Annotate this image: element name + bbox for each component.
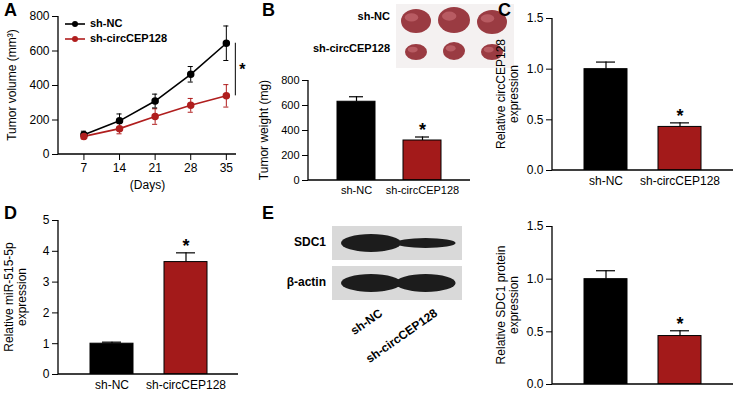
svg-text:*: * bbox=[676, 106, 683, 126]
html-text:sh-circCEP128: sh-circCEP128 bbox=[313, 42, 390, 54]
svg-text:14: 14 bbox=[113, 161, 127, 175]
svg-text:21: 21 bbox=[148, 161, 162, 175]
html-text:sh-NC: sh-NC bbox=[90, 17, 123, 29]
svg-text:3: 3 bbox=[43, 275, 50, 289]
svg-text:200: 200 bbox=[29, 113, 49, 127]
svg-text:*: * bbox=[419, 120, 426, 140]
svg-text:4: 4 bbox=[43, 244, 50, 258]
svg-text:0.0: 0.0 bbox=[527, 163, 544, 177]
svg-text:600: 600 bbox=[281, 99, 299, 111]
svg-text:sh-NC: sh-NC bbox=[341, 184, 372, 196]
svg-text:35: 35 bbox=[220, 161, 234, 175]
svg-text:800: 800 bbox=[29, 9, 49, 23]
html-text:C: C bbox=[498, 0, 511, 20]
html-text:sh-NC: sh-NC bbox=[357, 10, 390, 22]
svg-text:400: 400 bbox=[29, 78, 49, 92]
html-text:Relative SDC1 protein expressi: Relative SDC1 protein expression bbox=[494, 245, 521, 365]
svg-text:2: 2 bbox=[43, 306, 50, 320]
html-text:β-actin: β-actin bbox=[286, 275, 326, 289]
html-text:Tumor weight (mg): Tumor weight (mg) bbox=[256, 79, 271, 181]
html-text:B: B bbox=[262, 0, 275, 20]
html-text:Tumor volume (mm³): Tumor volume (mm³) bbox=[4, 29, 19, 141]
svg-text:0: 0 bbox=[43, 367, 50, 381]
html-text:sh-circCEP128: sh-circCEP128 bbox=[362, 306, 440, 366]
svg-text:(Days): (Days) bbox=[130, 178, 165, 192]
html-text:SDC1: SDC1 bbox=[294, 235, 326, 249]
html-text:E: E bbox=[262, 203, 274, 223]
svg-text:1.5: 1.5 bbox=[527, 11, 544, 25]
svg-text:1.0: 1.0 bbox=[527, 62, 544, 76]
html-text:D: D bbox=[4, 203, 17, 223]
svg-text:sh-circCEP128: sh-circCEP128 bbox=[640, 174, 720, 188]
svg-text:*: * bbox=[182, 236, 189, 256]
svg-text:1.0: 1.0 bbox=[527, 272, 544, 286]
html-text:sh-circCEP128: sh-circCEP128 bbox=[90, 32, 167, 44]
svg-text:0.5: 0.5 bbox=[527, 113, 544, 127]
svg-text:200: 200 bbox=[281, 149, 299, 161]
html-text:sh-NC: sh-NC bbox=[348, 306, 385, 338]
svg-text:1: 1 bbox=[43, 337, 50, 351]
svg-text:5: 5 bbox=[43, 213, 50, 227]
svg-text:0: 0 bbox=[293, 174, 299, 186]
html-text:Relative miR-515-5p expression: Relative miR-515-5p expression bbox=[2, 242, 29, 352]
svg-text:sh-circCEP128: sh-circCEP128 bbox=[146, 378, 226, 392]
svg-text:28: 28 bbox=[184, 161, 198, 175]
svg-text:*: * bbox=[239, 61, 246, 78]
svg-text:sh-circCEP128: sh-circCEP128 bbox=[386, 184, 459, 196]
svg-text:600: 600 bbox=[29, 44, 49, 58]
svg-text:800: 800 bbox=[281, 74, 299, 86]
svg-text:1.5: 1.5 bbox=[527, 219, 544, 233]
html-text:Relative circCEP128 expression: Relative circCEP128 expression bbox=[494, 39, 521, 149]
html-text:A: A bbox=[4, 0, 17, 20]
svg-text:0.0: 0.0 bbox=[527, 377, 544, 391]
svg-text:400: 400 bbox=[281, 124, 299, 136]
svg-text:sh-NC: sh-NC bbox=[95, 378, 129, 392]
svg-text:0: 0 bbox=[43, 147, 50, 161]
svg-text:0.5: 0.5 bbox=[527, 325, 544, 339]
svg-text:sh-NC: sh-NC bbox=[589, 174, 623, 188]
svg-text:*: * bbox=[676, 314, 683, 334]
svg-text:7: 7 bbox=[81, 161, 88, 175]
